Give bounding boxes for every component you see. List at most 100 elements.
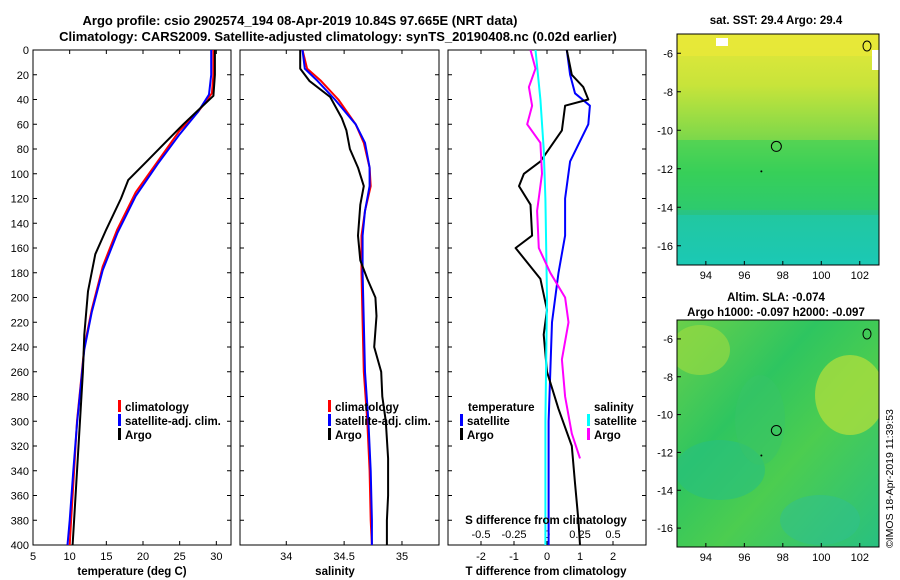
difference-top-xtick-label: -0.5 xyxy=(472,529,491,541)
legend-swatch-satellite xyxy=(118,414,121,426)
depth-tick-label: 260 xyxy=(11,367,29,379)
depth-tick-label: 160 xyxy=(11,243,29,255)
series-line-s-argo xyxy=(526,50,581,459)
sst-map-cloud-gap xyxy=(716,38,728,46)
depth-tick-label: 400 xyxy=(11,540,29,552)
difference-xtick-label: -2 xyxy=(476,551,486,563)
map-ytick-label: -16 xyxy=(657,523,673,535)
legend-label-t-satellite: satellite xyxy=(467,416,510,428)
map-ytick-label: -14 xyxy=(657,202,673,214)
title-line-2: Climatology: CARS2009. Satellite-adjuste… xyxy=(59,29,617,44)
map-xtick-label: 96 xyxy=(738,270,750,282)
series-line-climatology xyxy=(301,50,373,545)
depth-tick-label: 220 xyxy=(11,317,29,329)
map-xtick-label: 98 xyxy=(777,270,789,282)
legend-swatch-climatology xyxy=(328,400,331,412)
sst-map-warm-band xyxy=(677,34,879,56)
temperature-xtick-label: 30 xyxy=(210,551,222,563)
depth-tick-label: 300 xyxy=(11,416,29,428)
legend-label-climatology: climatology xyxy=(335,402,400,414)
island-dot xyxy=(760,170,763,173)
legend-swatch-s-satellite xyxy=(587,414,590,426)
salinity-xtick-label: 34 xyxy=(280,551,292,563)
sst-map-field xyxy=(677,34,879,265)
sla-map-high-anomaly xyxy=(677,325,730,375)
series-line-argo xyxy=(299,50,390,545)
depth-tick-label: 0 xyxy=(23,45,29,57)
map-xtick-label: 96 xyxy=(738,552,750,564)
temperature-legend: climatology satellite-adj. clim. Argo xyxy=(118,400,221,442)
temperature-xlabel: temperature (deg C) xyxy=(77,566,186,578)
legend-label-climatology: climatology xyxy=(125,402,190,414)
temperature-xtick-label: 20 xyxy=(137,551,149,563)
legend-swatch-argo xyxy=(328,428,331,440)
depth-tick-label: 120 xyxy=(11,194,29,206)
map-ytick-label: -6 xyxy=(663,334,673,346)
series-line-climatology xyxy=(68,50,215,545)
legend-title-temperature: temperature xyxy=(468,402,534,414)
depth-tick-label: 380 xyxy=(11,515,29,527)
difference-xtick-label: 0 xyxy=(544,551,550,563)
sla-map-title-line-1: Altim. SLA: -0.074 xyxy=(727,292,825,304)
map-ytick-label: -16 xyxy=(657,241,673,253)
series-line-argo xyxy=(71,50,216,545)
depth-tick-label: 180 xyxy=(11,268,29,280)
legend-label-argo: Argo xyxy=(125,430,152,442)
sla-map-title-line-2: Argo h1000: -0.097 h2000: -0.097 xyxy=(687,307,865,319)
series-line-satellite-adj-clim- xyxy=(301,50,373,545)
map-xtick-label: 94 xyxy=(700,270,712,282)
difference-legend: temperature satellite Argo salinity sate… xyxy=(460,402,637,442)
map-ytick-label: -8 xyxy=(663,372,673,384)
map-xtick-label: 100 xyxy=(812,552,830,564)
legend-label-satellite: satellite-adj. clim. xyxy=(125,416,221,428)
sst-map-title: sat. SST: 29.4 Argo: 29.4 xyxy=(710,15,843,27)
depth-tick-label: 200 xyxy=(11,293,29,305)
sla-map-axes: 94 96 98 100 102 -6 -8 -10 -12 -14 -16 xyxy=(657,334,869,564)
argo-position-marker xyxy=(770,140,782,152)
map-ytick-label: -10 xyxy=(657,125,673,137)
legend-swatch-t-argo xyxy=(460,428,463,440)
depth-tick-label: 320 xyxy=(11,441,29,453)
difference-xlabel: T difference from climatology xyxy=(465,566,627,578)
difference-top-xtick-label: 0.5 xyxy=(605,529,620,541)
map-ytick-label: -8 xyxy=(663,87,673,99)
map-xtick-label: 100 xyxy=(812,270,830,282)
temperature-axis-ticks: 5 10 15 20 25 30 xyxy=(30,49,231,563)
copyright-stamp: ©IMOS 18-Apr-2019 11:39:53 xyxy=(884,409,896,548)
series-line-t-argo xyxy=(514,50,590,545)
sst-map-cool-band xyxy=(677,215,879,265)
temperature-xtick-label: 25 xyxy=(174,551,186,563)
map-xtick-label: 102 xyxy=(851,270,869,282)
depth-tick-label: 360 xyxy=(11,491,29,503)
legend-swatch-argo xyxy=(118,428,121,440)
sla-map-low-anomaly xyxy=(677,440,765,500)
difference-top-xtick-label: -0.25 xyxy=(501,529,526,541)
map-xtick-label: 94 xyxy=(700,552,712,564)
island-dot xyxy=(760,454,763,457)
difference-top-xtick-label: 0 xyxy=(544,529,550,541)
temperature-panel-frame xyxy=(32,49,232,546)
temperature-series xyxy=(66,50,216,545)
depth-tick-label: 140 xyxy=(11,218,29,230)
map-ytick-label: -12 xyxy=(657,164,673,176)
legend-label-s-argo: Argo xyxy=(594,430,621,442)
legend-swatch-s-argo xyxy=(587,428,590,440)
temperature-xtick-label: 10 xyxy=(64,551,76,563)
title-line-1: Argo profile: csio 2902574_194 08-Apr-20… xyxy=(83,13,518,28)
legend-title-salinity: salinity xyxy=(594,402,634,414)
sst-map-island-marker xyxy=(862,40,872,52)
legend-label-s-satellite: satellite xyxy=(594,416,637,428)
series-line-s-satellite xyxy=(534,50,548,545)
legend-swatch-climatology xyxy=(118,400,121,412)
difference-xtick-label: -1 xyxy=(509,551,519,563)
depth-tick-label: 340 xyxy=(11,466,29,478)
argo-position-marker xyxy=(770,424,782,436)
map-xtick-label: 98 xyxy=(777,552,789,564)
legend-swatch-t-satellite xyxy=(460,414,463,426)
sst-map-mid-band xyxy=(677,140,879,210)
legend-label-satellite: satellite-adj. clim. xyxy=(335,416,431,428)
salinity-legend: climatology satellite-adj. clim. Argo xyxy=(328,400,431,442)
map-xtick-label: 102 xyxy=(851,552,869,564)
sst-map-frame xyxy=(676,33,880,266)
depth-tick-labels: 0 20 40 60 80 100 120 140 160 180 200 220 240 260 280 3… xyxy=(11,45,29,552)
